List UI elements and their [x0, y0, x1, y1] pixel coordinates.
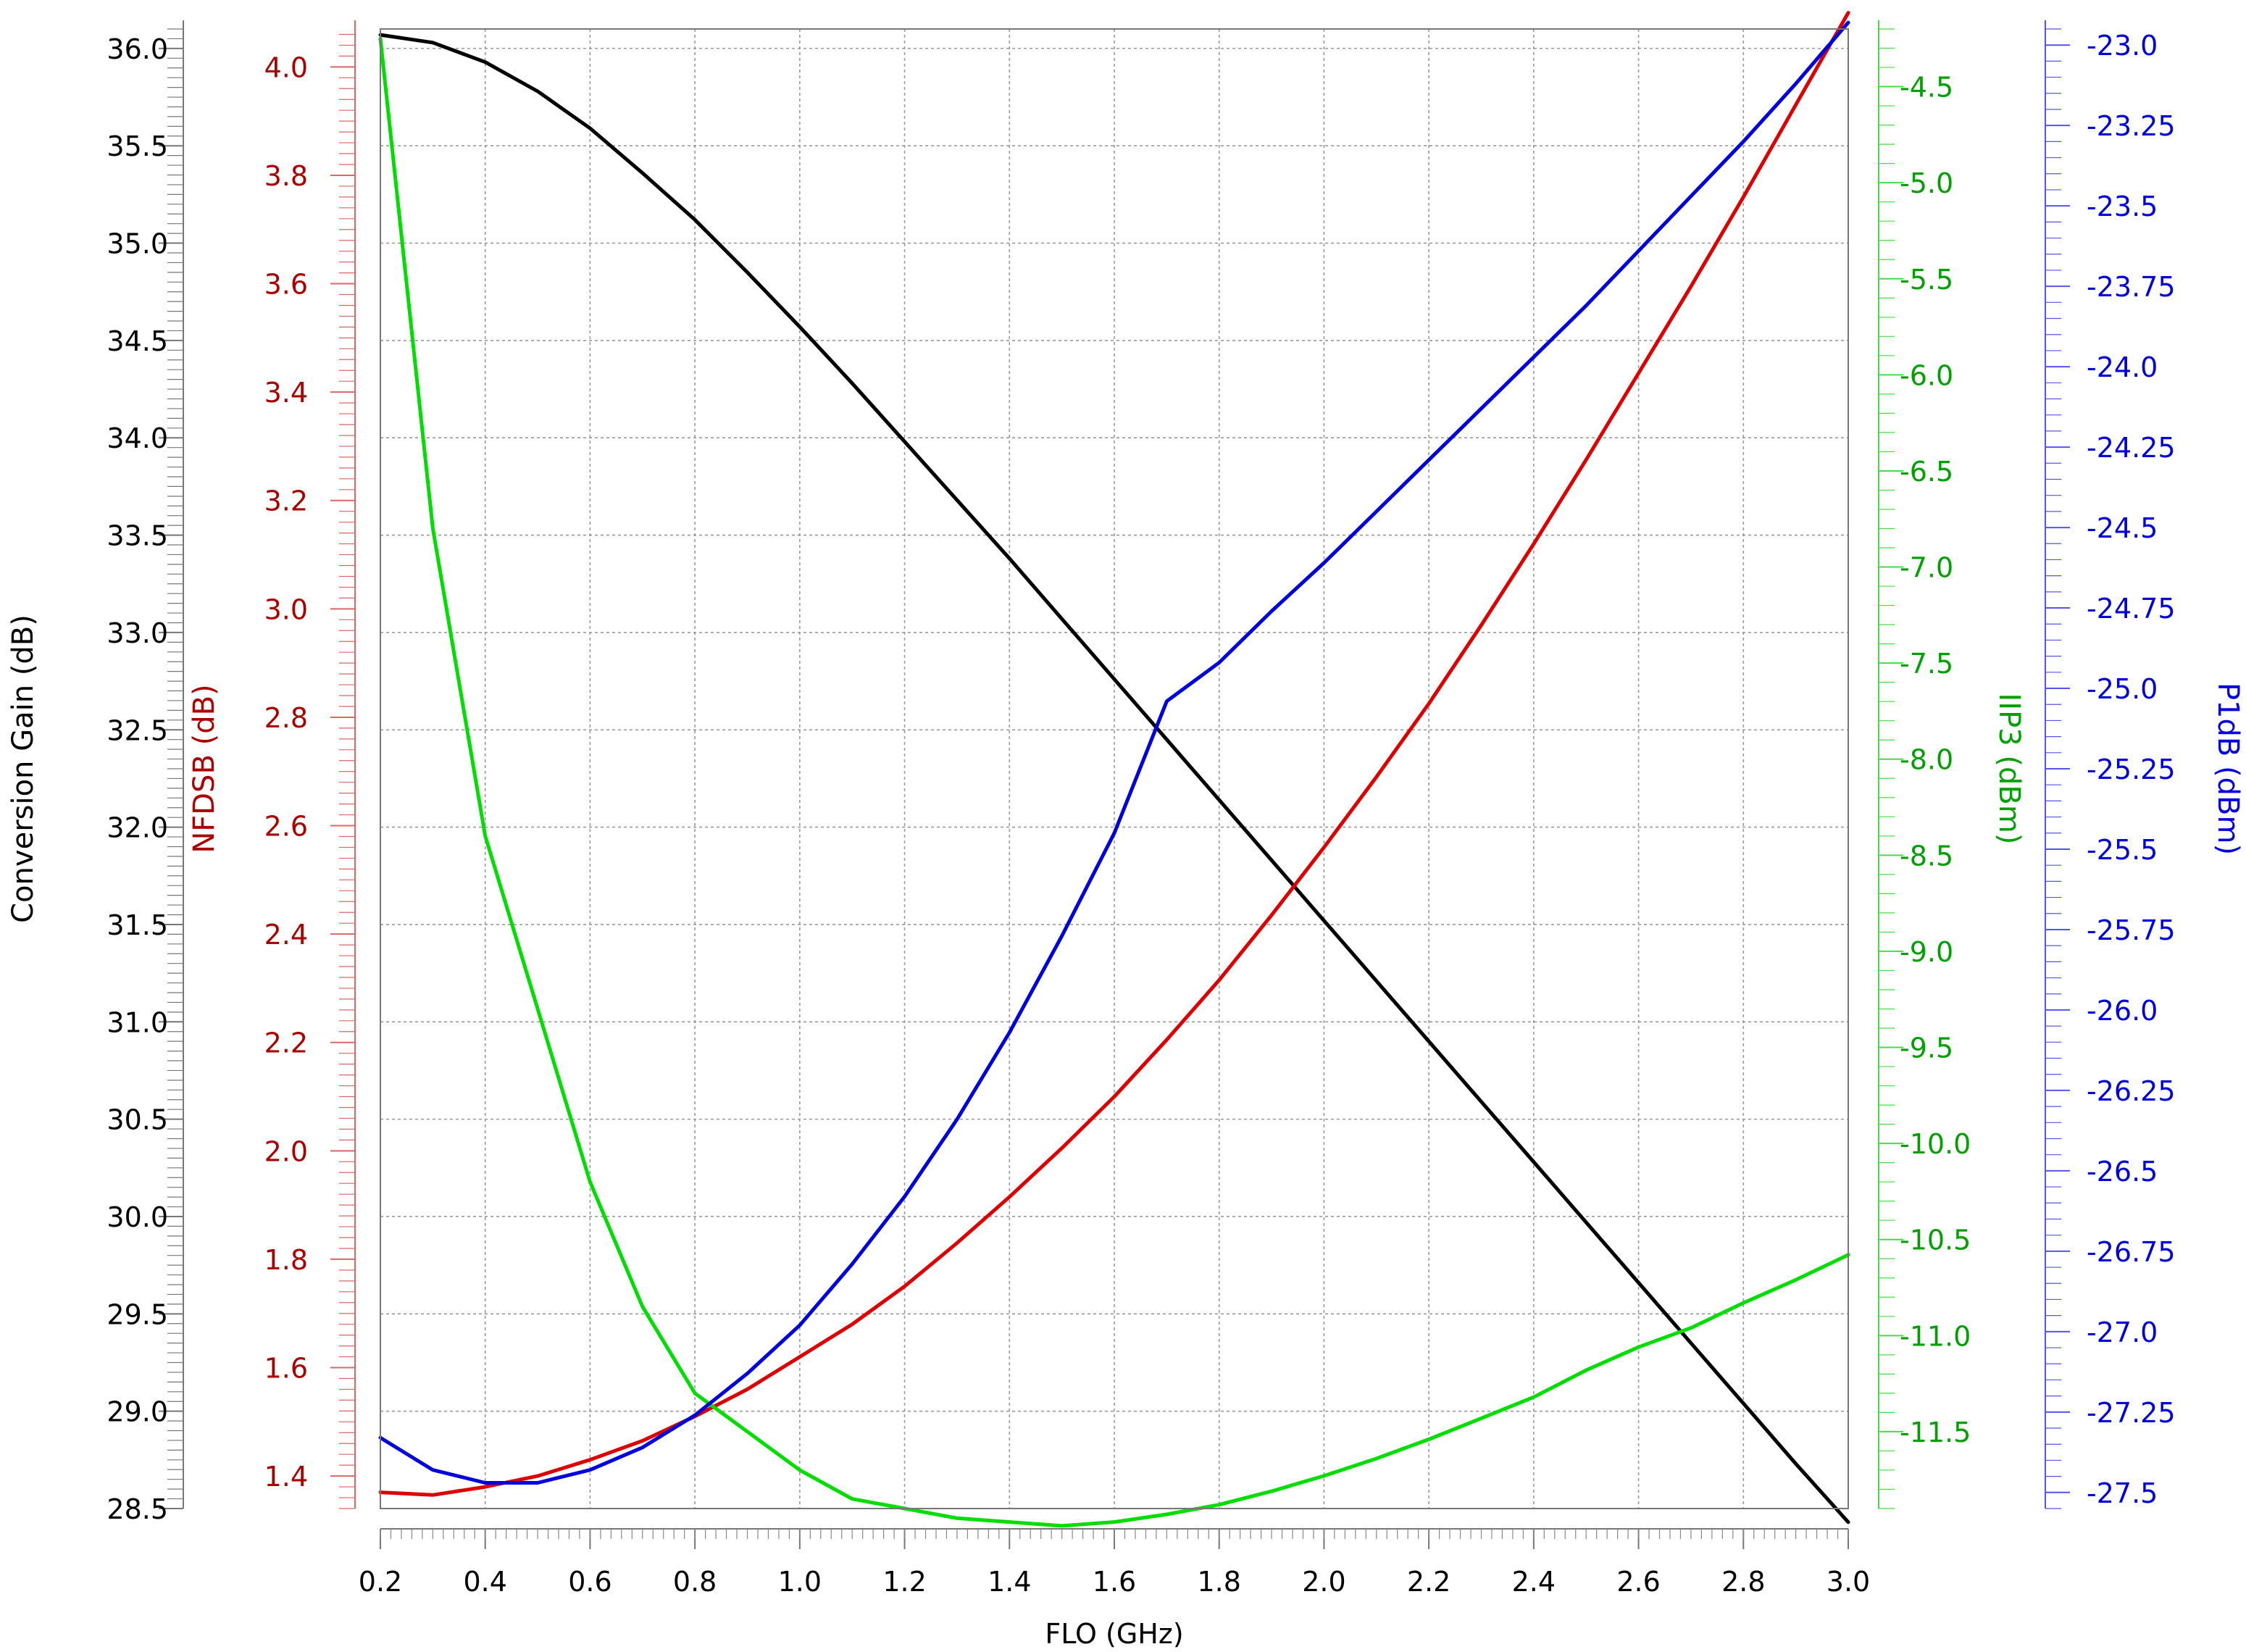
y-tick-label: 32.5 — [107, 714, 168, 746]
y-axis-title-p1db: P1dB (dBm) — [2211, 683, 2245, 855]
y-tick-label: 3.4 — [264, 377, 308, 409]
y-tick-label: -25.25 — [2087, 754, 2176, 785]
y-tick-label: 33.0 — [107, 617, 168, 649]
y-tick-label: -10.0 — [1900, 1128, 1971, 1160]
x-tick-label: 2.2 — [1407, 1566, 1450, 1598]
series-line-nf — [378, 11, 1850, 1497]
y-tick-label: 2.6 — [264, 811, 308, 843]
y-tick-label: -23.75 — [2087, 271, 2176, 303]
y-tick-label: 34.0 — [107, 422, 168, 454]
y-tick-label: -23.25 — [2087, 110, 2176, 142]
y-tick-label: 3.8 — [264, 160, 308, 192]
x-tick-label: 1.2 — [882, 1566, 926, 1598]
x-axis-label: FLO (GHz) — [1045, 1618, 1183, 1650]
y-tick-label: -7.0 — [1900, 552, 1953, 584]
axes: 0.2 0.4 0.6 0.8 1.0 1.2 1.4 1.6 1.8 2.0 2.2 2.4 2.6 2… — [7, 20, 2245, 1598]
y-tick-label: 35.0 — [107, 228, 168, 260]
y-tick-label: -8.0 — [1900, 744, 1953, 776]
y-tick-label: -25.75 — [2087, 914, 2176, 946]
y-tick-label: -5.0 — [1900, 167, 1953, 199]
x-tick-label: 1.0 — [778, 1566, 822, 1598]
y-tick-label: -23.0 — [2087, 30, 2158, 62]
y-axis-title-nf: NFDSB (dB) — [188, 684, 221, 853]
x-tick-label: 2.6 — [1616, 1566, 1660, 1598]
plot-area-border — [380, 28, 1849, 1509]
y-tick-label: -24.0 — [2087, 351, 2158, 383]
x-tick-label: 0.4 — [463, 1566, 506, 1598]
y-tick-label: 28.5 — [107, 1493, 168, 1525]
y-tick-label: 32.0 — [107, 812, 168, 844]
y-tick-label: -23.5 — [2087, 191, 2158, 222]
y-tick-label: -24.75 — [2087, 593, 2176, 625]
y-tick-label: -5.5 — [1900, 264, 1953, 296]
y-tick-label: 33.5 — [107, 520, 168, 552]
x-tick-label: 0.8 — [673, 1566, 717, 1598]
y-tick-label: -9.0 — [1900, 936, 1953, 968]
y-tick-label: 1.8 — [264, 1244, 308, 1276]
x-tick-label: 1.8 — [1197, 1566, 1240, 1598]
y-axis-title-iip3: IIP3 (dBm) — [1992, 693, 2026, 845]
y-tick-label: 3.2 — [264, 485, 308, 517]
y-tick-label: 2.2 — [264, 1027, 308, 1059]
y-tick-label: -11.5 — [1900, 1417, 1971, 1448]
y-tick-label: -9.5 — [1900, 1032, 1953, 1064]
y-axis-gain: 28.5 29.0 29.5 30.0 30.5 31.0 31.5 32.0 32.5 33.0… — [7, 20, 184, 1525]
y-tick-label: -27.5 — [2087, 1477, 2158, 1509]
y-tick-label: 30.0 — [107, 1201, 168, 1233]
y-tick-label: 29.5 — [107, 1298, 168, 1330]
y-tick-label: -7.5 — [1900, 648, 1953, 680]
x-tick-label: 1.6 — [1093, 1566, 1136, 1598]
y-tick-label: 3.0 — [264, 593, 308, 625]
y-tick-label: -4.5 — [1900, 72, 1953, 104]
y-axis-nf: 1.4 1.6 1.8 2.0 2.2 2.4 2.6 2.8 3.0 3.2 3.4 3.6 3.8 4… — [188, 20, 356, 1509]
y-tick-label: 31.0 — [107, 1006, 168, 1038]
y-tick-label: 1.4 — [264, 1461, 308, 1493]
y-tick-label: -26.5 — [2087, 1156, 2158, 1188]
y-tick-label: -10.5 — [1900, 1225, 1971, 1256]
y-tick-label: 35.5 — [107, 130, 168, 162]
y-tick-label: 2.8 — [264, 702, 308, 734]
x-tick-label: 1.4 — [988, 1566, 1031, 1598]
y-tick-label: -25.0 — [2087, 673, 2158, 705]
y-tick-label: 36.0 — [107, 33, 168, 65]
series-lines — [378, 11, 1850, 1528]
series-line-gain — [378, 33, 1850, 1524]
y-tick-label: 2.4 — [264, 919, 308, 951]
y-tick-label: -6.5 — [1900, 456, 1953, 488]
y-axis-title-gain: Conversion Gain (dB) — [7, 614, 40, 923]
x-tick-label: 2.8 — [1721, 1566, 1765, 1598]
y-tick-label: 3.6 — [264, 269, 308, 301]
y-tick-label: -25.5 — [2087, 834, 2158, 866]
x-tick-label: 2.4 — [1512, 1566, 1556, 1598]
series-line-p1db — [378, 20, 1850, 1485]
y-tick-label: 1.6 — [264, 1353, 308, 1385]
y-tick-label: 2.0 — [264, 1135, 308, 1167]
y-tick-label: 29.0 — [107, 1396, 168, 1428]
y-axis-iip3: -4.5 -5.0 -5.5 -6.0 -6.5 -7.0 -7.5 -8.0 -8.5 -9.0… — [1878, 20, 2026, 1509]
y-tick-label: 4.0 — [264, 51, 308, 83]
y-tick-label: 34.5 — [107, 325, 168, 357]
y-tick-label: -8.5 — [1900, 840, 1953, 872]
x-tick-label: 0.2 — [359, 1566, 402, 1598]
y-tick-label: -24.5 — [2087, 512, 2158, 544]
y-tick-label: -11.0 — [1900, 1320, 1971, 1352]
x-tick-label: 0.6 — [568, 1566, 611, 1598]
y-tick-label: -26.25 — [2087, 1075, 2176, 1107]
y-tick-label: -27.25 — [2087, 1397, 2176, 1429]
y-tick-label: 30.5 — [107, 1104, 168, 1136]
x-tick-label: 2.0 — [1302, 1566, 1345, 1598]
y-axis-p1db: -23.0 -23.25 -23.5 -23.75 -24.0 -24.25 -24.5 -2… — [2045, 20, 2245, 1509]
y-tick-label: -24.25 — [2087, 432, 2176, 464]
y-tick-label: -26.75 — [2087, 1236, 2176, 1268]
y-tick-label: -6.0 — [1900, 359, 1953, 391]
grid — [380, 29, 1848, 1509]
x-tick-label: 3.0 — [1827, 1566, 1870, 1598]
y-tick-label: 31.5 — [107, 909, 168, 941]
series-line-iip3 — [378, 36, 1850, 1528]
y-tick-label: -27.0 — [2087, 1317, 2158, 1348]
y-tick-label: -26.0 — [2087, 995, 2158, 1027]
